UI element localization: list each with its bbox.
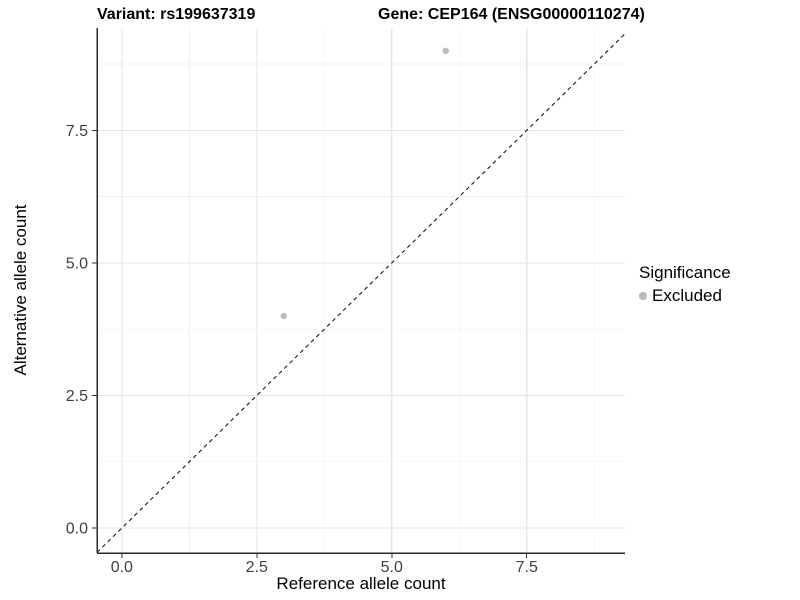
identity-line [96,33,626,553]
legend: Significance Excluded [639,263,731,306]
data-point [280,312,287,320]
x-tick-label: 2.5 [246,559,268,576]
data-point [442,47,449,55]
legend-item-label: Excluded [652,286,722,305]
y-tick-label: 7.5 [66,123,88,140]
plot-title-gene: Gene: CEP164 (ENSG00000110274) [378,6,645,23]
legend-title: Significance [639,263,731,282]
x-tick-label: 7.5 [516,559,538,576]
legend-item-excluded: Excluded [639,286,731,306]
x-tick-label: 5.0 [381,559,403,576]
y-tick-label: 0.0 [66,521,88,538]
plot-title-variant: Variant: rs199637319 [97,6,256,23]
x-tick-label: 0.0 [111,559,133,576]
legend-point-icon [639,292,647,300]
y-tick-label: 5.0 [66,255,88,272]
y-tick-label: 2.5 [66,388,88,405]
x-axis-title: Reference allele count [276,574,446,593]
